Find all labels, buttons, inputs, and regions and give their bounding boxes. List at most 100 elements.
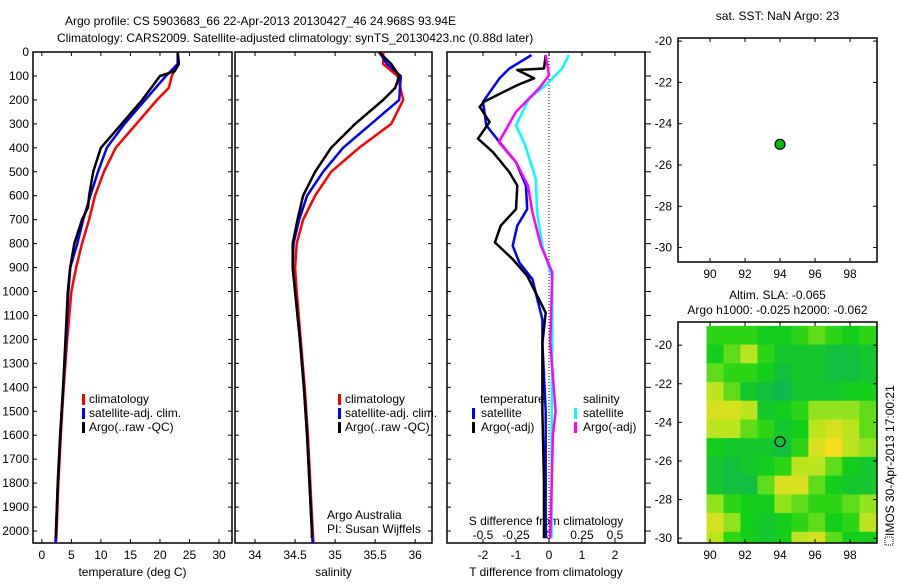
heatmap-cell (808, 363, 826, 383)
heatmap-cell (791, 344, 809, 364)
heatmap-cell (842, 382, 860, 402)
panel-sst-map: 90 92 94 96 98 -20 -22 -24 -26 -28 -30 sat. SST: Na… (655, 9, 878, 281)
heatmap-cell (706, 513, 725, 533)
lat-tick-label: -24 (655, 415, 673, 429)
heatmap-cell (774, 400, 792, 420)
depth-tick-label: 1700 (2, 452, 29, 466)
heatmap-cell (791, 475, 809, 495)
credits-line1: Argo Australia (327, 508, 402, 522)
heatmap-cell (740, 531, 758, 544)
legend-label: satellite (481, 406, 522, 420)
heatmap-cell (740, 494, 758, 514)
x-tick-label: 34 (248, 548, 262, 562)
legend-title-temperature: temperature (480, 392, 545, 406)
heatmap-cell (859, 363, 877, 383)
legend-label: Argo(..raw -QC) (345, 420, 430, 434)
heatmap-cell (791, 400, 809, 420)
legend-swatch (82, 422, 85, 433)
heatmap-cell (842, 531, 860, 544)
depth-tick-label: 1900 (2, 500, 29, 514)
depth-tick-label: 1100 (3, 308, 29, 322)
heatmap-cell (808, 419, 826, 439)
heatmap-cell (723, 513, 741, 533)
x-tick-label: 30 (212, 548, 226, 562)
heatmap-cell (808, 325, 826, 346)
heatmap-cell (757, 494, 775, 514)
heatmap-cell (859, 438, 877, 458)
series-line-argo-raw-qc- (291, 51, 401, 539)
heatmap-cell (859, 475, 877, 495)
lat-tick-label: -26 (655, 454, 673, 468)
heatmap-cell (757, 419, 775, 439)
heatmap-cell (740, 456, 758, 477)
heatmap-cell (842, 400, 860, 420)
figure-title-line1: Argo profile: CS 5903683_66 22-Apr-2013 … (65, 14, 456, 28)
series-line-climatology (54, 52, 179, 544)
heatmap-cell (774, 344, 792, 364)
heatmap-cell (757, 382, 775, 402)
heatmap-cell (859, 494, 877, 514)
x-tick-label: 35.5 (363, 548, 387, 562)
x-tick-label: -1 (511, 548, 522, 562)
heatmap-cell (859, 513, 877, 533)
heatmap-cell (757, 438, 775, 458)
heatmap-cell (859, 382, 877, 402)
lon-tick-label: 92 (738, 267, 752, 281)
x-axis-label: T difference from climatology (469, 565, 623, 579)
lon-tick-label: 96 (808, 548, 822, 562)
panel-temperature: 0100200300400500600700800900100011001200… (2, 45, 233, 579)
heatmap-cell (791, 363, 809, 383)
heatmap-cell (740, 400, 758, 420)
heatmap-cell (706, 531, 725, 544)
x-tick-label: 34.5 (283, 548, 307, 562)
heatmap-cell (706, 400, 725, 420)
heatmap-cell (723, 531, 741, 544)
lat-tick-label: -22 (655, 75, 673, 89)
depth-tick-label: 600 (9, 189, 29, 203)
legend-swatch (472, 422, 475, 433)
heatmap-cell (808, 456, 826, 477)
lon-tick-label: 94 (773, 548, 787, 562)
heatmap-cell (774, 531, 792, 544)
heatmap-cell (842, 419, 860, 439)
heatmap-cell (706, 363, 725, 383)
heatmap-cell (859, 400, 877, 420)
heatmap-cell (757, 400, 775, 420)
heatmap-cell (791, 513, 809, 533)
series-line-t-argo-adj- (476, 54, 547, 539)
x-tick-label: 0 (39, 548, 46, 562)
heatmap-cell (842, 456, 860, 477)
s-tick-label: 0.25 (570, 528, 594, 542)
heatmap-cell (740, 325, 758, 346)
heatmap-cell (706, 419, 725, 439)
heatmap-cell (723, 400, 741, 420)
map-frame (677, 37, 878, 263)
heatmap-cell (842, 438, 860, 458)
legend-title-salinity: salinity (583, 392, 620, 406)
series-line-climatology (293, 52, 405, 544)
heatmap-cell (774, 456, 792, 477)
x-tick-label: 10 (94, 548, 108, 562)
heatmap-cell (774, 419, 792, 439)
imos-logo-icon (884, 536, 894, 546)
heatmap-cell (740, 438, 758, 458)
depth-tick-label: 1300 (2, 356, 29, 370)
heatmap-cell (825, 456, 843, 477)
heatmap-cell (706, 382, 725, 402)
heatmap-cell (842, 344, 860, 364)
heatmap-cell (825, 325, 843, 346)
heatmap-cell (757, 456, 775, 477)
heatmap-cell (808, 438, 826, 458)
x-tick-label: 1 (579, 548, 586, 562)
heatmap-cell (808, 344, 826, 364)
lon-tick-label: 90 (703, 267, 717, 281)
heatmap-cell (723, 456, 741, 477)
depth-tick-label: 1200 (2, 332, 29, 346)
series-line-argo-raw-qc- (54, 51, 181, 539)
map-subtitle: Argo h1000: -0.025 h2000: -0.062 (687, 303, 867, 317)
x-tick-label: 15 (124, 548, 138, 562)
depth-tick-label: 300 (9, 117, 29, 131)
depth-tick-label: 900 (9, 261, 29, 275)
legend-label: Argo(-adj) (481, 420, 534, 434)
